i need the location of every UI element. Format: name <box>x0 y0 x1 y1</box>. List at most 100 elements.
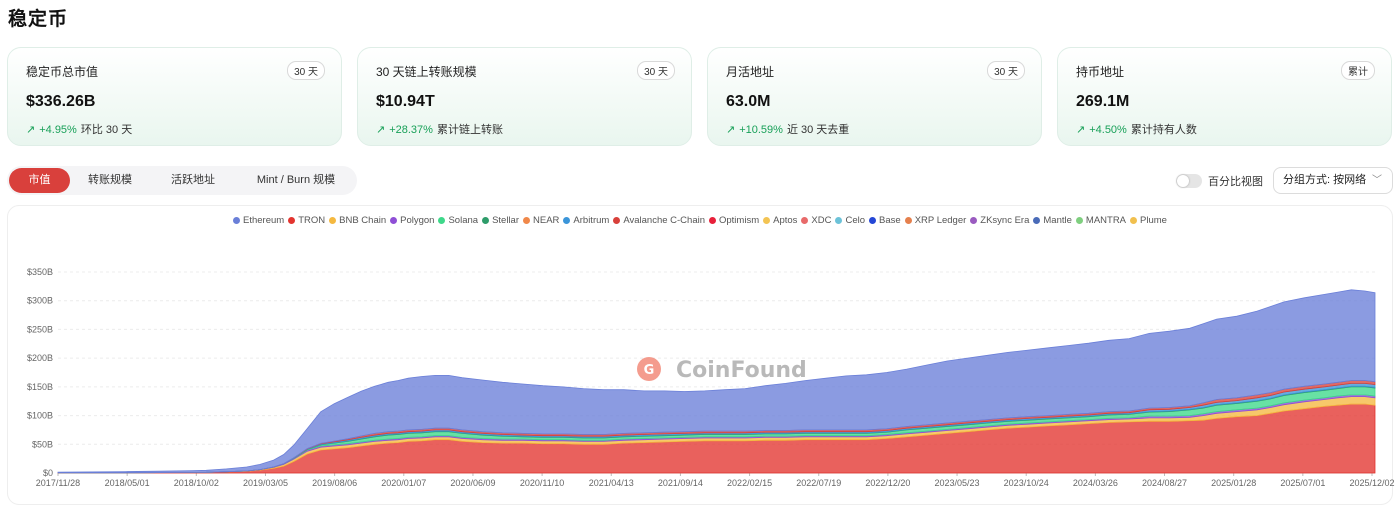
legend-item[interactable]: Polygon <box>390 215 434 226</box>
area-ethereum[interactable] <box>57 289 1376 474</box>
trend-up-icon: ↗ <box>1076 124 1086 136</box>
legend-label: XDC <box>811 215 832 226</box>
legend-item[interactable]: Aptos <box>763 215 797 226</box>
coinfound-logo-icon <box>637 357 661 381</box>
legend-item[interactable]: Solana <box>438 215 478 226</box>
x-tick-label: 2023/05/23 <box>935 478 980 488</box>
legend-label: Stellar <box>492 215 519 226</box>
legend-dot-icon <box>904 216 912 224</box>
x-tick-label: 2025/01/28 <box>1211 478 1256 488</box>
y-tick-label: $50B <box>32 439 53 449</box>
legend-label: Mantle <box>1043 215 1072 226</box>
legend-item[interactable]: Celo <box>835 215 865 226</box>
x-tick-label: 2025/07/01 <box>1280 478 1325 488</box>
percent-view-toggle[interactable]: 百分比视图 <box>1176 172 1263 190</box>
metric-card-monthly-active-addresses[interactable]: 月活地址 30 天 63.0M ↗ +10.59% 近 30 天去重 <box>707 47 1042 146</box>
period-badge: 30 天 <box>987 61 1025 80</box>
trend-up-icon: ↗ <box>26 124 36 136</box>
legend-item[interactable]: ZKsync Era <box>970 215 1029 226</box>
x-tick-label: 2020/06/09 <box>450 478 495 488</box>
legend-item[interactable]: NEAR <box>523 215 559 226</box>
x-tick-label: 2018/05/01 <box>105 478 150 488</box>
legend-dot-icon <box>329 216 337 224</box>
legend-dot-icon <box>869 216 877 224</box>
legend-label: NEAR <box>533 215 560 226</box>
tab-active-addresses[interactable]: 活跃地址 <box>171 174 215 186</box>
legend-dot-icon <box>801 216 809 224</box>
legend-dot-icon <box>233 216 241 224</box>
legend-dot-icon <box>482 216 490 224</box>
x-tick-label: 2019/03/05 <box>243 478 288 488</box>
delta-desc: 累计链上转账 <box>436 124 503 136</box>
delta-desc: 近 30 天去重 <box>786 124 850 136</box>
chevron-down-icon: ﹀ <box>1372 175 1382 186</box>
coinfound-logo-glyph: G <box>644 363 655 378</box>
legend-item[interactable]: Ethereum <box>233 215 284 226</box>
toggle-switch[interactable] <box>1176 174 1202 188</box>
x-tick-label: 2018/10/02 <box>174 478 219 488</box>
tab-transfer-volume[interactable]: 转账规模 <box>88 174 132 186</box>
card-label: 稳定币总市值 <box>26 65 99 79</box>
legend-label: Base <box>879 215 901 226</box>
legend-item[interactable]: MANTRA <box>1075 215 1127 226</box>
legend-label: MANTRA <box>1085 215 1127 226</box>
chart-legend: Ethereum TRON BNB Chain Polygon Solana Stella… <box>0 215 1400 226</box>
legend-item[interactable]: Plume <box>1130 215 1167 226</box>
coinfound-watermark: G CoinFound <box>637 357 807 383</box>
legend-label: Aptos <box>773 215 798 226</box>
x-tick-label: 2021/09/14 <box>658 478 703 488</box>
y-tick-label: $200B <box>27 353 53 363</box>
x-tick-label: 2022/02/15 <box>727 478 772 488</box>
y-tick-label: $350B <box>27 267 53 277</box>
y-tick-label: $150B <box>27 382 53 392</box>
trend-up-icon: ↗ <box>726 124 736 136</box>
legend-label: Optimism <box>719 215 760 226</box>
legend-item[interactable]: Stellar <box>482 215 519 226</box>
metric-card-transfer-volume[interactable]: 30 天链上转账规模 30 天 $10.94T ↗ +28.37% 累计链上转账 <box>357 47 692 146</box>
card-value: $336.26B <box>26 93 96 110</box>
delta-desc: 累计持有人数 <box>1130 124 1197 136</box>
period-badge: 30 天 <box>287 61 325 80</box>
tab-market-cap[interactable]: 市值 <box>9 168 70 193</box>
legend-item[interactable]: XDC <box>801 215 831 226</box>
legend-item[interactable]: BNB Chain <box>329 215 386 226</box>
delta-value: +10.59% <box>739 124 783 136</box>
legend-item[interactable]: Arbitrum <box>563 215 609 226</box>
delta-desc: 环比 30 天 <box>80 124 133 136</box>
legend-item[interactable]: TRON <box>288 215 325 226</box>
legend-item[interactable]: Base <box>869 215 901 226</box>
metric-card-holder-addresses[interactable]: 持币地址 累计 269.1M ↗ +4.50% 累计持有人数 <box>1057 47 1392 146</box>
toggle-label: 百分比视图 <box>1208 176 1263 188</box>
legend-item[interactable]: Optimism <box>709 215 759 226</box>
metric-card-market-cap[interactable]: 稳定币总市值 30 天 $336.26B ↗ +4.95% 环比 30 天 <box>7 47 342 146</box>
legend-dot-icon <box>613 216 621 224</box>
metric-tabs: 市值 转账规模 活跃地址 Mint / Burn 规模 <box>7 166 357 195</box>
area-series-group <box>57 289 1376 474</box>
legend-item[interactable]: XRP Ledger <box>904 215 966 226</box>
group-by-select[interactable]: 分组方式: 按网络 ﹀ <box>1273 167 1393 194</box>
watermark-text: CoinFound <box>676 358 807 383</box>
legend-dot-icon <box>1033 216 1041 224</box>
x-tick-label: 2017/11/28 <box>36 478 80 488</box>
card-value: 63.0M <box>726 93 771 110</box>
legend-label: TRON <box>298 215 326 226</box>
delta-value: +4.95% <box>39 124 77 136</box>
legend-label: BNB Chain <box>339 215 387 226</box>
legend-item[interactable]: Avalanche C-Chain <box>613 215 705 226</box>
legend-dot-icon <box>970 216 978 224</box>
legend-dot-icon <box>763 216 771 224</box>
legend-label: Plume <box>1140 215 1167 226</box>
legend-dot-icon <box>563 216 571 224</box>
x-tick-label: 2021/04/13 <box>589 478 634 488</box>
x-tick-label: 2019/08/06 <box>312 478 357 488</box>
legend-label: Polygon <box>400 215 435 226</box>
delta-value: +28.37% <box>389 124 433 136</box>
legend-item[interactable]: Mantle <box>1033 215 1072 226</box>
y-tick-label: $0 <box>43 468 53 478</box>
legend-dot-icon <box>438 216 446 224</box>
tab-mint-burn[interactable]: Mint / Burn 规模 <box>256 174 336 186</box>
x-tick-label: 2025/12/02 <box>1349 478 1394 488</box>
x-tick-label: 2020/11/10 <box>520 478 564 488</box>
trend-up-icon: ↗ <box>376 124 386 136</box>
card-delta: ↗ +10.59% 近 30 天去重 <box>726 121 849 137</box>
